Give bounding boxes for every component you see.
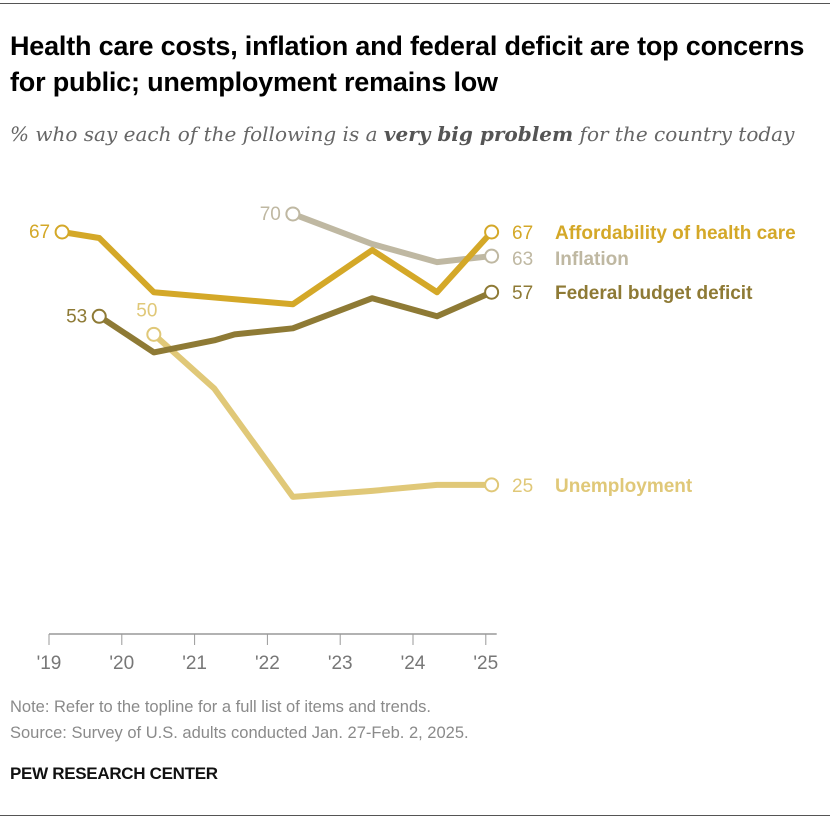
data-point-marker — [285, 206, 301, 222]
chart-note: Note: Refer to the topline for a full li… — [10, 698, 431, 716]
start-value-label: 67 — [29, 222, 50, 243]
chart-title: Health care costs, inflation and federal… — [10, 31, 805, 97]
data-point-marker — [146, 326, 162, 342]
end-value-label: 67 — [512, 223, 533, 244]
x-tick-label: '23 — [328, 653, 353, 674]
end-value-label: 25 — [512, 476, 533, 497]
start-value-label: 53 — [66, 306, 87, 327]
start-value-label: 70 — [260, 204, 281, 225]
series-line-1 — [291, 211, 492, 266]
subtitle-text: % who say each of the following is a — [10, 122, 384, 146]
x-tick-label: '19 — [37, 653, 62, 674]
chart-source: Source: Survey of U.S. adults conducted … — [10, 724, 469, 742]
x-tick-label: '24 — [401, 653, 426, 674]
x-tick-label: '22 — [255, 653, 280, 674]
chart-subtitle: % who say each of the following is a ver… — [10, 118, 810, 150]
start-value-label: 50 — [136, 300, 157, 321]
end-value-label: 63 — [512, 249, 533, 270]
data-point-marker — [484, 477, 500, 493]
data-point-marker — [54, 224, 70, 240]
x-tick-label: '21 — [182, 653, 207, 674]
series-line-2 — [97, 289, 493, 356]
data-point-marker — [484, 248, 500, 264]
data-point-marker — [484, 224, 500, 240]
brand-logo-text: PEW RESEARCH CENTER — [10, 764, 218, 783]
bottom-rule — [0, 815, 830, 816]
series-label: Inflation — [555, 249, 629, 270]
series-label: Affordability of health care — [555, 223, 796, 244]
series-line-3 — [151, 332, 492, 500]
series-label: Federal budget deficit — [555, 283, 753, 304]
data-point-marker — [91, 308, 107, 324]
top-rule — [0, 3, 830, 4]
data-point-marker — [484, 284, 500, 300]
subtitle-text-end: for the country today — [573, 122, 795, 146]
x-tick-label: '20 — [109, 653, 134, 674]
series-line-0 — [61, 229, 494, 308]
end-value-label: 57 — [512, 283, 533, 304]
x-tick-label: '25 — [473, 653, 498, 674]
subtitle-emphasis: very big problem — [383, 122, 574, 146]
series-label: Unemployment — [555, 476, 693, 497]
